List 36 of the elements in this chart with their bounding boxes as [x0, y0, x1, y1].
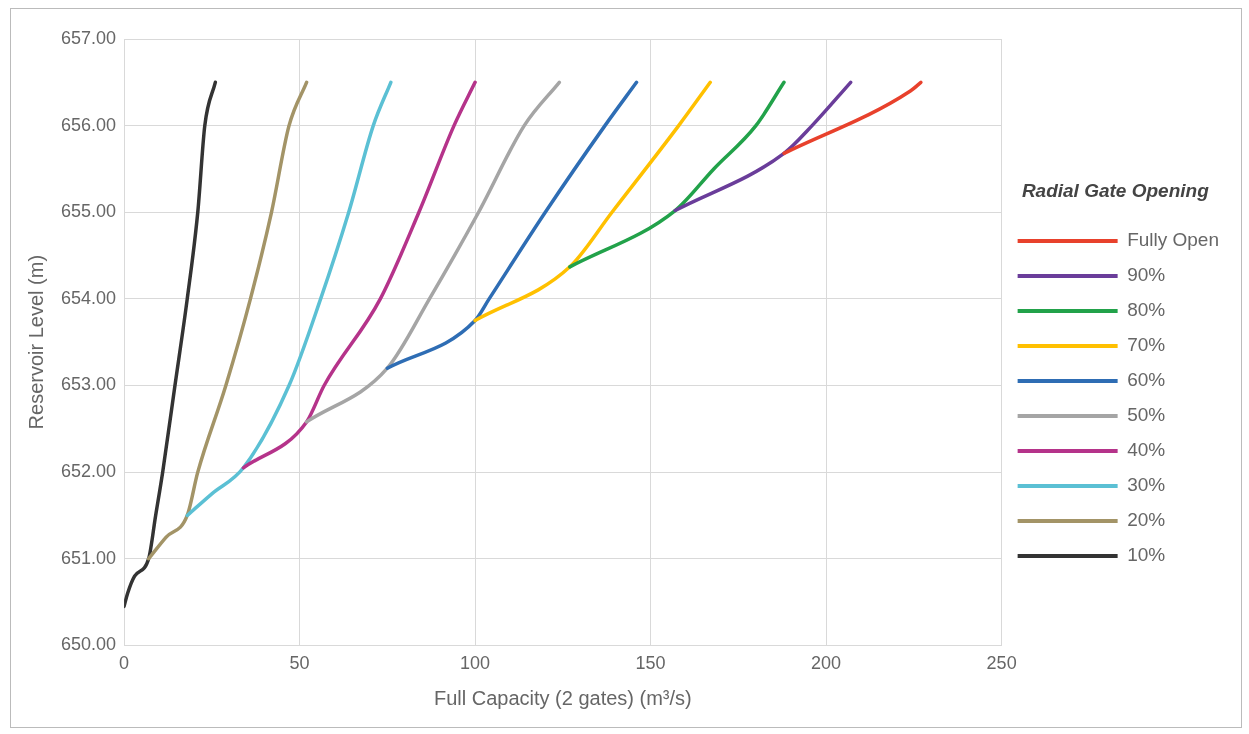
- y-tick-label: 653.00: [60, 374, 117, 395]
- x-tick-label: 0: [119, 653, 130, 674]
- y-tick-label: 655.00: [60, 201, 117, 222]
- y-axis-title: Reservoir Level (m): [24, 254, 47, 430]
- y-tick-label: 654.00: [60, 287, 117, 308]
- x-tick-label: 50: [289, 653, 310, 674]
- line-series: [124, 80, 218, 609]
- x-axis-title: Full Capacity (2 gates) (m³/s): [433, 686, 692, 709]
- x-tick-label: 150: [635, 653, 666, 674]
- legend-title: Radial Gate Opening: [1021, 180, 1210, 202]
- line-series: [568, 80, 786, 269]
- y-tick-label: 651.00: [60, 547, 117, 568]
- line-series: [304, 80, 562, 424]
- text: 40%: [1127, 439, 1166, 461]
- line-series: [185, 80, 393, 518]
- line-series: [473, 80, 713, 323]
- y-tick-label: 650.00: [60, 634, 117, 655]
- y-tick-label: 656.00: [60, 114, 117, 135]
- text: 60%: [1127, 369, 1166, 391]
- x-tick-label: 100: [460, 653, 491, 674]
- text: 80%: [1127, 299, 1166, 321]
- x-tick-label: 250: [986, 653, 1017, 674]
- text: 90%: [1127, 264, 1166, 286]
- text: 20%: [1127, 509, 1166, 531]
- line-series: [146, 80, 309, 561]
- x-tick-label: 200: [811, 653, 842, 674]
- line-series: [385, 80, 639, 370]
- text: Fully Open: [1127, 229, 1219, 251]
- text: 10%: [1127, 544, 1166, 566]
- line-series: [673, 80, 853, 213]
- text: 50%: [1127, 404, 1166, 426]
- text: 30%: [1127, 474, 1166, 496]
- y-tick-label: 657.00: [60, 27, 117, 48]
- line-series: [241, 80, 477, 470]
- y-tick-label: 652.00: [60, 461, 117, 482]
- text: 70%: [1127, 334, 1166, 356]
